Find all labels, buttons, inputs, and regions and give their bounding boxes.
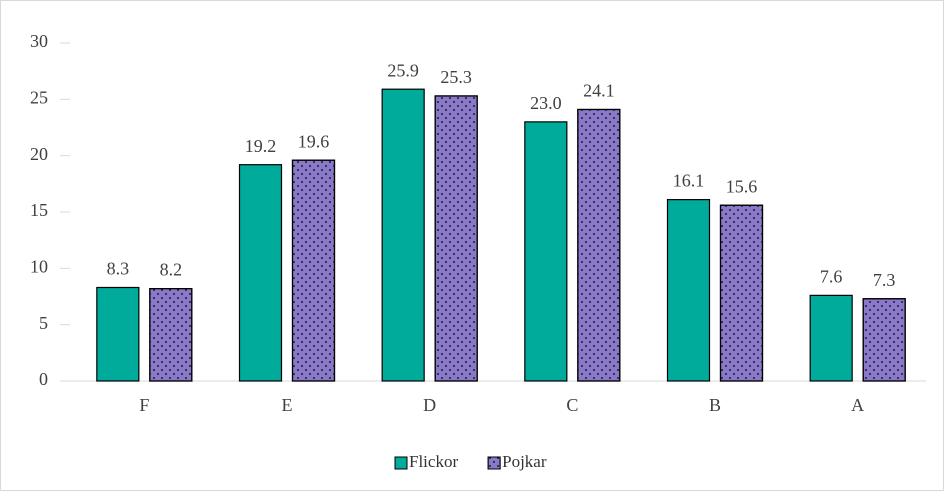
data-label: 19.6 [298, 131, 330, 151]
bar [524, 121, 568, 382]
bar [809, 294, 853, 382]
x-tick-label: E [282, 395, 293, 415]
data-label: 8.3 [107, 259, 130, 279]
data-label: 7.6 [820, 266, 843, 286]
y-tick-label: 15 [30, 200, 48, 220]
data-label: 8.2 [160, 260, 183, 280]
bar [381, 88, 425, 382]
x-tick-label: F [139, 395, 149, 415]
bar [96, 286, 140, 382]
data-label: 23.0 [530, 93, 562, 113]
bar-pattern [434, 95, 478, 382]
x-tick-label: D [423, 395, 436, 415]
x-tick-label: A [851, 395, 864, 415]
data-label: 15.6 [726, 176, 758, 196]
bar [666, 199, 711, 382]
x-tick-label: B [709, 395, 721, 415]
data-label: 7.3 [873, 270, 896, 290]
bar-pattern [291, 159, 336, 382]
y-tick-label: 30 [30, 31, 48, 51]
bar [238, 164, 283, 382]
data-label: 25.9 [387, 60, 419, 80]
legend-swatch-pattern [487, 456, 501, 470]
data-label: 16.1 [673, 171, 705, 191]
legend-label: Pojkar [502, 452, 547, 471]
x-tick-label: C [566, 395, 578, 415]
bar-pattern [149, 288, 193, 382]
bar-pattern [719, 204, 764, 382]
y-tick-label: 0 [39, 369, 48, 389]
data-label: 25.3 [440, 67, 472, 87]
data-label: 19.2 [245, 136, 277, 156]
y-tick-label: 25 [30, 87, 48, 107]
bar-pattern [862, 298, 906, 382]
y-tick-label: 5 [39, 313, 48, 333]
legend-swatch [394, 456, 408, 470]
y-tick-label: 10 [30, 256, 48, 276]
data-label: 24.1 [583, 81, 615, 101]
legend: Flickor Pojkar [394, 452, 547, 471]
bar-pattern [577, 108, 621, 382]
y-tick-label: 20 [30, 144, 48, 164]
legend-label: Flickor [409, 452, 458, 471]
